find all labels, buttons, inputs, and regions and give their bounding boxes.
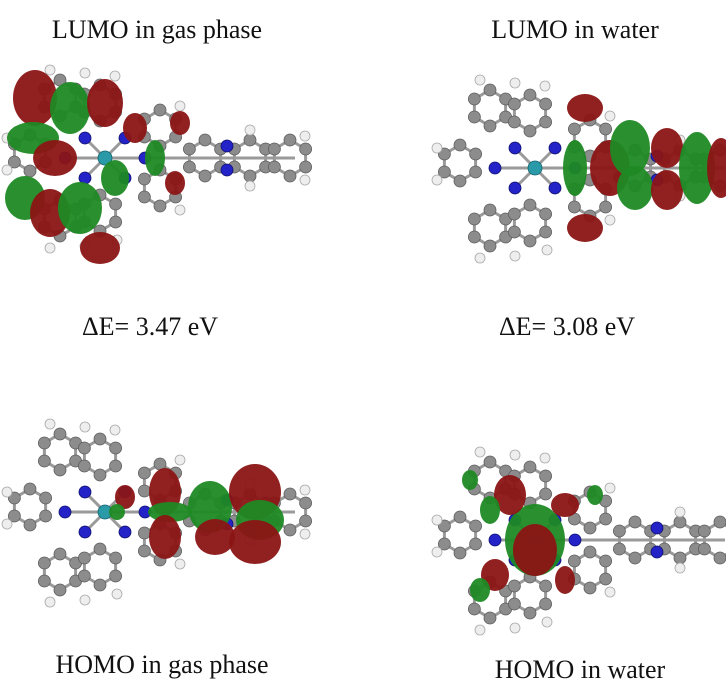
homo-gas-molecule [2, 419, 312, 607]
figure: LUMO in gas phase LUMO in water ΔE= 3.47… [0, 0, 726, 688]
homo-water-molecule [432, 447, 726, 635]
lumo-water-molecule [432, 75, 726, 263]
panel-label: HOMO in water [495, 655, 666, 684]
energy-gap: ΔE= 3.08 eV [499, 312, 635, 341]
lumo-gas-molecule [2, 65, 312, 264]
energy-gap: ΔE= 3.47 eV [82, 312, 218, 341]
panel-label: LUMO in water [491, 15, 659, 44]
panel-label: HOMO in gas phase [55, 650, 268, 679]
panel-label: LUMO in gas phase [52, 15, 262, 44]
